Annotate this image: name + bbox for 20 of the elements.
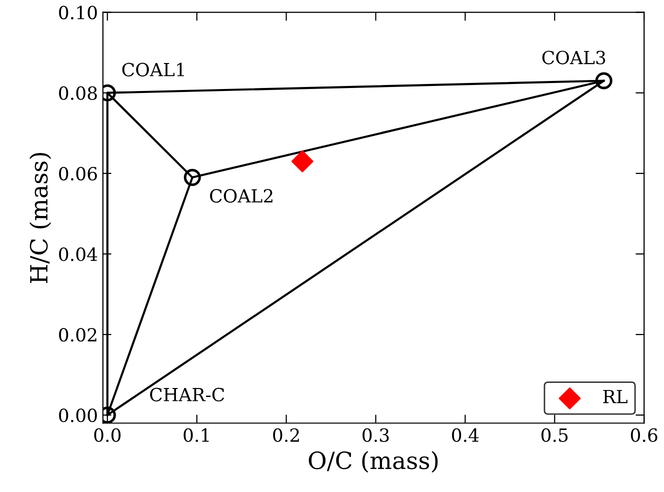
annotation: COAL1 [122, 62, 184, 76]
x-tick-label: 0.6 [630, 428, 658, 442]
y-tick-label: 0.02 [59, 328, 96, 342]
y-tick-label: 0.00 [59, 408, 97, 422]
annotation: COAL3 [542, 50, 606, 64]
legend-label: RL [603, 390, 628, 404]
annotation: CHAR-C [150, 388, 224, 402]
x-axis-title: O/C (mass) [308, 451, 438, 473]
y-tick-label: 0.06 [59, 166, 97, 181]
x-tick-label: 0.3 [362, 428, 389, 442]
x-tick-label: 0.2 [273, 428, 299, 442]
x-tick-label: 0.4 [452, 428, 479, 442]
y-axis-title: H/C (mass) [29, 152, 52, 284]
y-tick-label: 0.10 [59, 6, 97, 20]
annotation: COAL2 [210, 189, 272, 203]
x-tick-label: 0.0 [94, 428, 121, 442]
y-tick-label: 0.08 [59, 86, 97, 100]
y-tick-label: 0.04 [59, 247, 98, 262]
x-tick-label: 0.5 [541, 428, 568, 442]
x-tick-label: 0.1 [184, 428, 209, 442]
